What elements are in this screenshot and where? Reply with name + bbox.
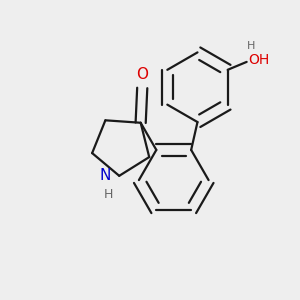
Text: OH: OH <box>248 53 269 67</box>
Text: H: H <box>247 41 256 51</box>
Text: H: H <box>103 188 113 202</box>
Text: O: O <box>136 67 148 82</box>
Text: N: N <box>100 168 111 183</box>
